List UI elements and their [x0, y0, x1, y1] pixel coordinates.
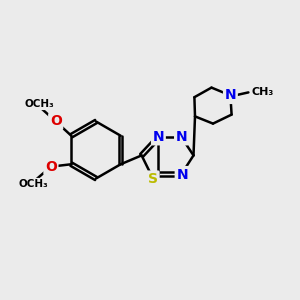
- Text: OCH₃: OCH₃: [24, 99, 54, 109]
- Text: OCH₃: OCH₃: [19, 179, 49, 189]
- Text: CH₃: CH₃: [252, 87, 274, 97]
- Text: N: N: [225, 88, 236, 102]
- Text: N: N: [176, 130, 187, 144]
- Text: O: O: [50, 114, 62, 128]
- Text: O: O: [45, 160, 57, 174]
- Text: N: N: [176, 168, 188, 182]
- Text: S: S: [148, 172, 158, 186]
- Text: N: N: [153, 130, 164, 144]
